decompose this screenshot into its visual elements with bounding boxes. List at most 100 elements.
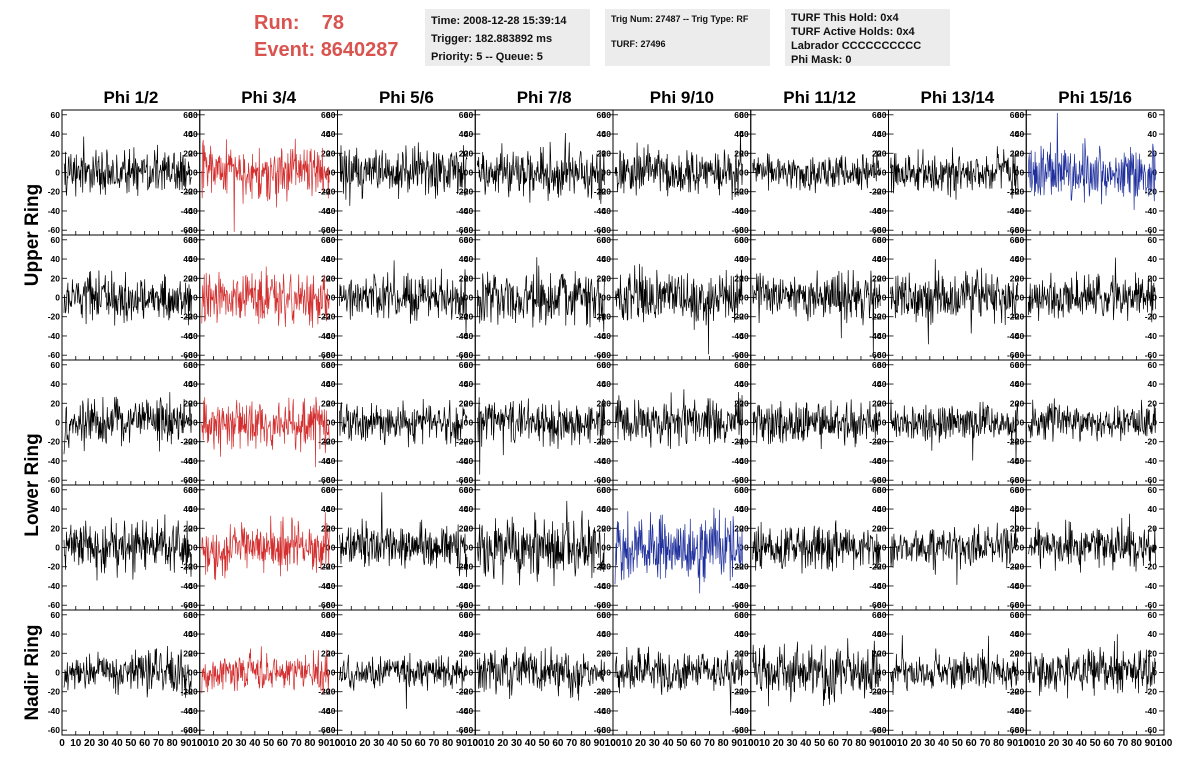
y-tick-label: -40 — [594, 331, 607, 341]
waveform-trace — [476, 132, 606, 204]
y-tick-label: -40 — [1012, 581, 1025, 591]
waveform-trace — [476, 500, 606, 587]
y-tick-label: -40 — [594, 706, 607, 716]
y-tick-label: 0 — [882, 293, 887, 303]
y-tick-label: 20 — [326, 273, 336, 283]
waveform-trace — [476, 257, 606, 332]
x-tick-label: 10 — [70, 738, 82, 749]
waveform-trace — [339, 652, 468, 709]
y-tick-label: -40 — [323, 206, 336, 216]
y-tick-label: 40 — [183, 379, 193, 389]
y-tick-label: -60 — [594, 600, 607, 610]
x-tick-label: 100 — [880, 738, 897, 749]
y-tick-label: 60 — [872, 110, 882, 120]
y-tick-label: -20 — [48, 187, 61, 197]
y-tick-label: 60 — [321, 610, 331, 620]
y-tick-label: -20 — [1012, 187, 1025, 197]
y-tick-label: 60 — [739, 610, 749, 620]
y-tick-label: -20 — [318, 187, 331, 197]
x-tick-label: 100 — [1018, 738, 1035, 749]
y-tick-label: 0 — [326, 668, 331, 678]
y-tick-label: 20 — [321, 523, 331, 533]
y-tick-label: -20 — [594, 562, 607, 572]
waveform-trace — [752, 520, 881, 574]
y-tick-label: -20 — [594, 312, 607, 322]
y-tick-label: -60 — [461, 225, 474, 235]
y-tick-label: 20 — [734, 523, 744, 533]
y-tick-label: -60 — [1145, 725, 1158, 735]
y-tick-label: 0 — [1020, 168, 1025, 178]
x-tick-label: 100 — [1156, 738, 1173, 749]
y-tick-label: 40 — [183, 129, 193, 139]
trigger-text: Trigger: 182.883892 ms — [431, 33, 553, 45]
y-tick-label: 40 — [597, 129, 607, 139]
x-tick-label: 90 — [1007, 738, 1019, 749]
column-title: Phi 3/4 — [241, 88, 296, 107]
y-tick-label: 20 — [602, 523, 612, 533]
column-title: Phi 15/16 — [1058, 88, 1132, 107]
y-tick-label: -60 — [594, 350, 607, 360]
y-tick-label: -20 — [736, 437, 749, 447]
y-tick-label: 60 — [1015, 110, 1025, 120]
x-tick-label: 90 — [731, 738, 743, 749]
x-tick-label: 30 — [511, 738, 523, 749]
waveform-trace — [890, 146, 1019, 200]
y-tick-label: 60 — [1010, 610, 1020, 620]
y-tick-label: 20 — [872, 523, 882, 533]
y-tick-label: -40 — [1007, 706, 1020, 716]
y-tick-label: 40 — [188, 629, 198, 639]
y-tick-label: 40 — [321, 129, 331, 139]
y-tick-label: -20 — [731, 687, 744, 697]
y-tick-label: -40 — [318, 206, 331, 216]
y-tick-label: -60 — [318, 475, 331, 485]
waveform-trace — [201, 512, 330, 581]
y-tick-label: -40 — [185, 706, 198, 716]
y-tick-label: -60 — [461, 600, 474, 610]
y-tick-label: -40 — [318, 706, 331, 716]
y-tick-label: -40 — [1007, 331, 1020, 341]
turf-active-text: TURF Active Holds: 0x4 — [791, 26, 915, 38]
x-tick-label: 60 — [139, 738, 151, 749]
y-tick-label: 20 — [188, 648, 198, 658]
column-title: Phi 13/14 — [921, 88, 995, 107]
x-tick-label: 80 — [718, 738, 730, 749]
y-tick-label: 20 — [188, 398, 198, 408]
y-tick-label: 40 — [1015, 254, 1025, 264]
x-tick-label: 10 — [483, 738, 495, 749]
y-tick-label: 20 — [188, 273, 198, 283]
y-tick-label: 40 — [326, 504, 336, 514]
y-tick-label: 20 — [1010, 648, 1020, 658]
y-tick-label: 0 — [464, 543, 469, 553]
y-tick-label: -60 — [318, 225, 331, 235]
x-tick-label: 40 — [112, 738, 124, 749]
y-tick-label: -20 — [874, 562, 887, 572]
x-tick-label: 80 — [993, 738, 1005, 749]
y-tick-label: 60 — [459, 485, 469, 495]
y-tick-label: -40 — [1012, 706, 1025, 716]
y-tick-label: 60 — [188, 110, 198, 120]
y-tick-label: 60 — [597, 610, 607, 620]
column-title: Phi 1/2 — [103, 88, 158, 107]
labrador-text: Labrador CCCCCCCCCC — [791, 40, 922, 52]
y-tick-label: 0 — [331, 543, 336, 553]
y-tick-label: -20 — [874, 312, 887, 322]
y-tick-label: 60 — [326, 610, 336, 620]
y-tick-label: -60 — [1145, 475, 1158, 485]
y-tick-label: -60 — [180, 475, 193, 485]
y-tick-label: 40 — [183, 629, 193, 639]
y-tick-label: 40 — [597, 254, 607, 264]
run-event-box: Run: 78 Event: 8640287 — [254, 10, 399, 64]
y-tick-label: -20 — [599, 687, 612, 697]
y-tick-label: 40 — [602, 254, 612, 264]
y-tick-label: -40 — [731, 706, 744, 716]
x-tick-label: 100 — [605, 738, 622, 749]
y-tick-label: 40 — [464, 504, 474, 514]
y-tick-label: 20 — [1015, 148, 1025, 158]
y-tick-label: -20 — [874, 187, 887, 197]
y-tick-label: 0 — [606, 418, 611, 428]
